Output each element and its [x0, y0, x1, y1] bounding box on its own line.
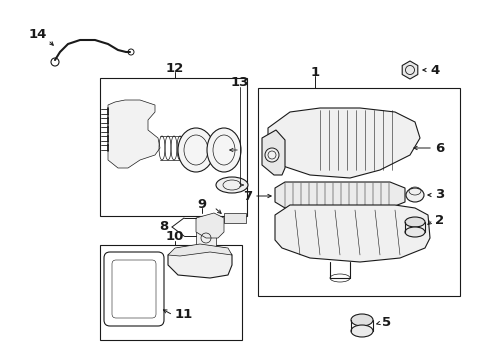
Text: 14: 14 [29, 27, 47, 40]
Ellipse shape [350, 325, 372, 337]
Text: 10: 10 [165, 230, 184, 243]
Ellipse shape [178, 128, 214, 172]
Ellipse shape [404, 227, 424, 237]
Text: 3: 3 [434, 189, 443, 202]
Ellipse shape [216, 177, 247, 193]
Polygon shape [262, 130, 285, 175]
Polygon shape [168, 245, 231, 278]
Text: 9: 9 [197, 198, 206, 211]
Polygon shape [168, 244, 231, 256]
Ellipse shape [206, 128, 241, 172]
Text: 7: 7 [243, 189, 251, 202]
Text: 5: 5 [381, 316, 390, 329]
Polygon shape [274, 205, 429, 262]
Text: 12: 12 [165, 62, 184, 75]
Bar [196, 232, 216, 246]
Circle shape [264, 148, 279, 162]
Text: 13: 13 [230, 77, 249, 90]
Bar [100, 78, 246, 216]
Polygon shape [274, 182, 404, 208]
Text: 11: 11 [175, 309, 193, 321]
Bar [100, 245, 242, 340]
Polygon shape [108, 100, 160, 168]
Text: 4: 4 [429, 63, 438, 77]
Polygon shape [196, 213, 224, 238]
Bar [224, 213, 245, 223]
Bar [258, 88, 459, 296]
Text: 8: 8 [159, 220, 168, 234]
Polygon shape [402, 61, 417, 79]
Text: 1: 1 [310, 66, 319, 78]
Text: 6: 6 [434, 141, 443, 154]
Polygon shape [267, 108, 419, 178]
Ellipse shape [405, 188, 423, 202]
Ellipse shape [404, 217, 424, 227]
Text: 2: 2 [434, 213, 443, 226]
Ellipse shape [350, 314, 372, 326]
